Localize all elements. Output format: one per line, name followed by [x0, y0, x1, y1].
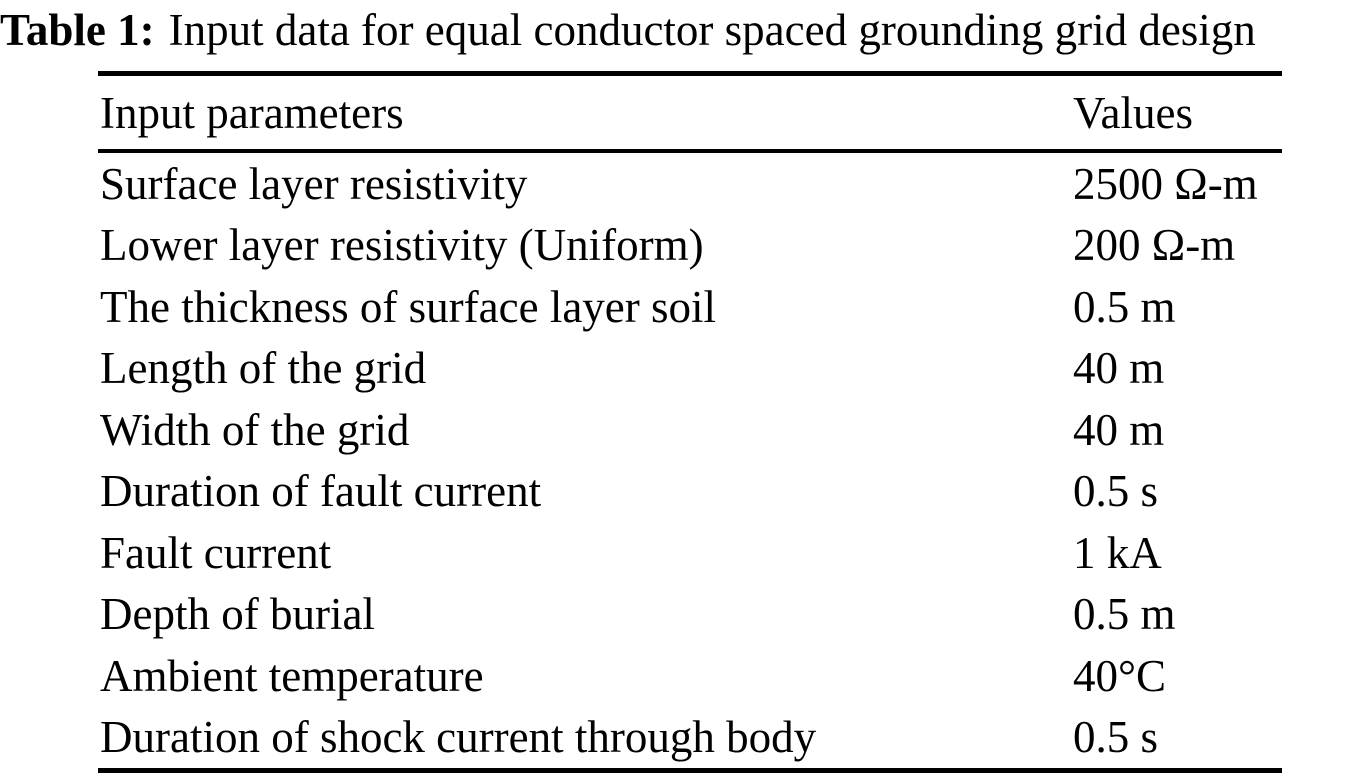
parameter-cell: Depth of burial — [100, 589, 375, 640]
parameter-cell: Width of the grid — [100, 404, 410, 455]
table-header-row: Input parameters Values — [98, 76, 1282, 149]
parameter-cell: Duration of fault current — [100, 466, 542, 517]
column-header-values: Values — [1073, 87, 1193, 138]
table-row: Lower layer resistivity (Uniform) 200 Ω-… — [98, 215, 1282, 277]
table-caption-label: Table 1: — [0, 5, 155, 55]
table-rule-top — [98, 71, 1282, 76]
value-cell: 0.5 m — [1073, 589, 1176, 640]
value-cell: 40°C — [1073, 650, 1167, 701]
value-cell: 0.5 s — [1073, 466, 1159, 517]
table-row: Ambient temperature 40°C — [98, 645, 1282, 707]
value-cell: 0.5 m — [1073, 281, 1176, 332]
table-body: Surface layer resistivity 2500 Ω-m Lower… — [98, 153, 1282, 768]
table-rule-bottom — [98, 768, 1282, 773]
table-row: Width of the grid 40 m — [98, 399, 1282, 461]
parameter-cell: Duration of shock current through body — [100, 712, 817, 763]
parameter-cell: Surface layer resistivity — [100, 158, 528, 209]
table-rule-header — [98, 149, 1282, 153]
parameter-cell: Length of the grid — [100, 343, 427, 394]
value-cell: 1 kA — [1073, 527, 1162, 578]
parameter-cell: Lower layer resistivity (Uniform) — [100, 220, 704, 271]
table-row: The thickness of surface layer soil 0.5 … — [98, 276, 1282, 338]
table-row: Duration of fault current 0.5 s — [98, 461, 1282, 523]
table-row: Fault current 1 kA — [98, 522, 1282, 584]
parameter-cell: The thickness of surface layer soil — [100, 281, 717, 332]
value-cell: 2500 Ω-m — [1073, 158, 1258, 209]
input-data-table: Input parameters Values Surface layer re… — [98, 71, 1282, 773]
value-cell: 200 Ω-m — [1073, 220, 1236, 271]
value-cell: 0.5 s — [1073, 712, 1159, 763]
table-caption-text: Input data for equal conductor spaced gr… — [168, 5, 1256, 55]
table-row: Duration of shock current through body 0… — [98, 707, 1282, 769]
table-row: Depth of burial 0.5 m — [98, 584, 1282, 646]
value-cell: 40 m — [1073, 343, 1165, 394]
parameter-cell: Fault current — [100, 527, 332, 578]
value-cell: 40 m — [1073, 404, 1165, 455]
table-row: Length of the grid 40 m — [98, 338, 1282, 400]
parameter-cell: Ambient temperature — [100, 650, 484, 701]
table-row: Surface layer resistivity 2500 Ω-m — [98, 153, 1282, 215]
table-caption: Table 1: Input data for equal conductor s… — [0, 2, 1367, 58]
column-header-input-parameters: Input parameters — [100, 87, 404, 138]
